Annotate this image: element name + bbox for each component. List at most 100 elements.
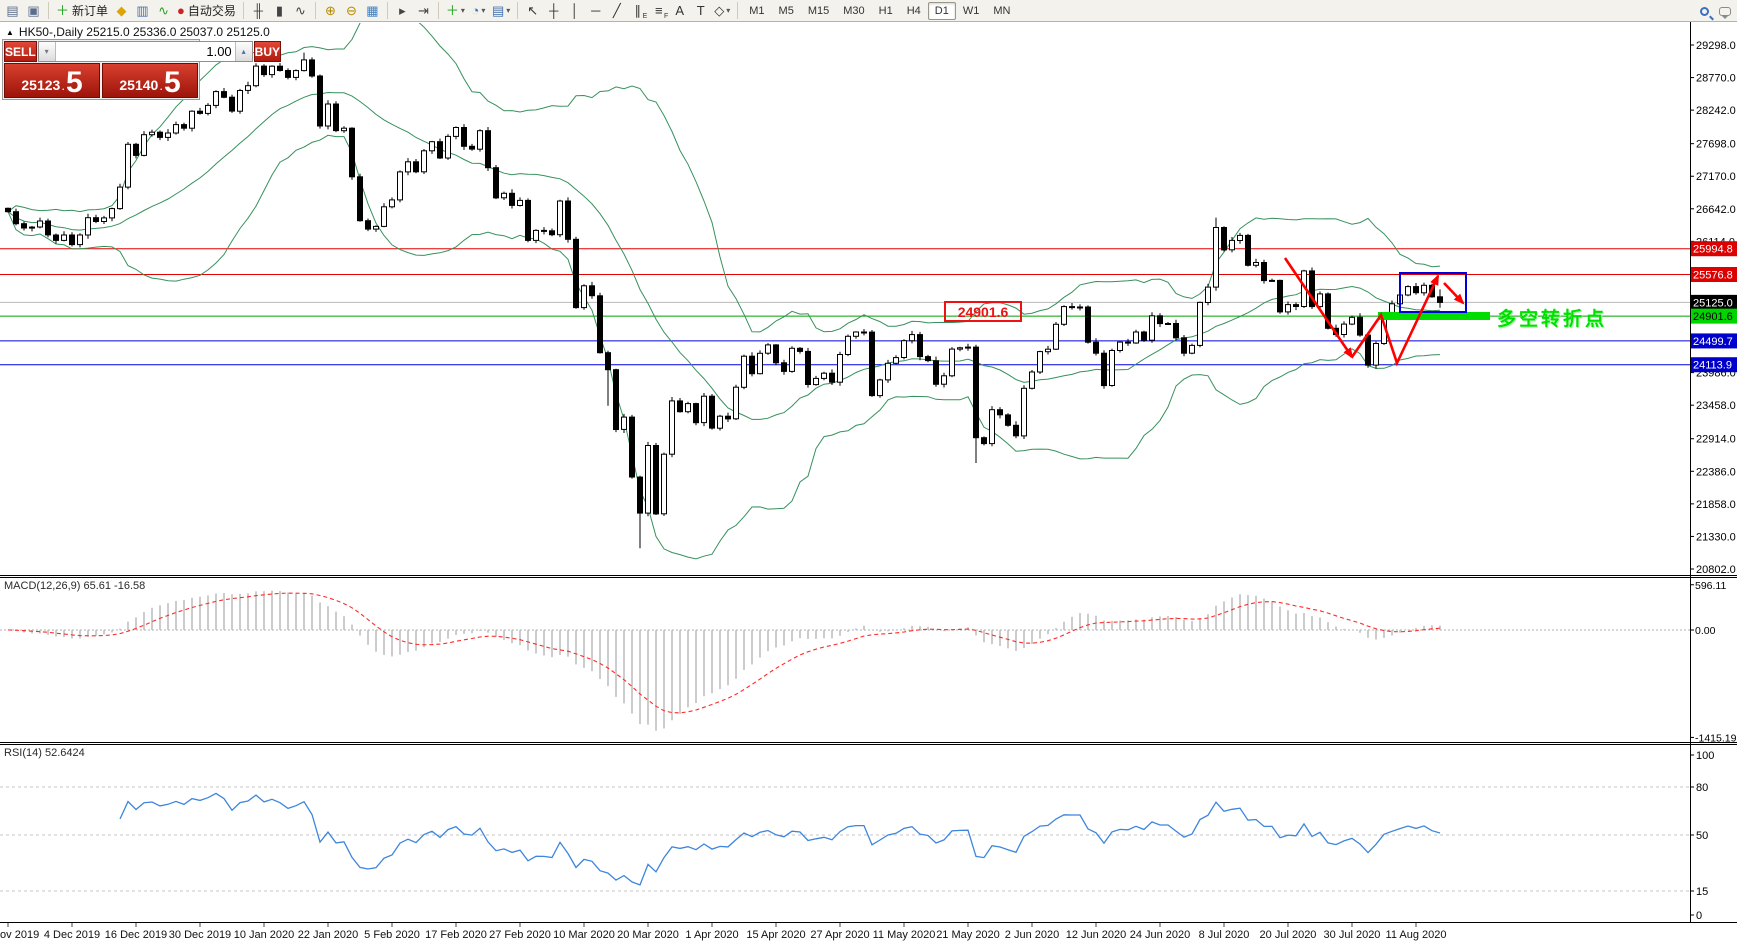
zoom-in-icon: ⊕ — [324, 3, 336, 18]
svg-text:15 Apr 2020: 15 Apr 2020 — [746, 929, 805, 941]
fibonacci-button[interactable]: ≡ F — [648, 1, 669, 20]
tile-windows-button[interactable]: ▦ — [362, 1, 383, 20]
svg-text:80: 80 — [1696, 782, 1708, 794]
new-order-button-label: 新订单 — [72, 4, 109, 18]
svg-text:2 Jun 2020: 2 Jun 2020 — [1005, 929, 1059, 941]
svg-text:25576.8: 25576.8 — [1693, 270, 1733, 282]
metaeditor-icon: ◆ — [116, 3, 127, 18]
buy-price-block[interactable]: 25140. 5 — [102, 63, 198, 98]
sub-letter: F — [663, 13, 669, 20]
svg-text:5 Feb 2020: 5 Feb 2020 — [364, 929, 420, 941]
svg-text:22386.0: 22386.0 — [1696, 466, 1736, 478]
indicators-icon: ＋ — [445, 3, 459, 18]
buy-button[interactable]: BUY — [253, 41, 282, 62]
chart-shift-icon: ⇥ — [417, 3, 429, 18]
market-watch-button[interactable]: ▥ — [132, 1, 153, 20]
chart-shift-button[interactable]: ⇥ — [413, 1, 434, 20]
svg-text:0.00: 0.00 — [1695, 625, 1716, 637]
indicators-button[interactable]: ＋ ▾ — [443, 1, 468, 20]
toolbar-right — [1700, 0, 1731, 22]
svg-text:24901.6: 24901.6 — [1693, 311, 1733, 323]
rsi-label: RSI(14) 52.6424 — [4, 747, 85, 759]
svg-text:21 May 2020: 21 May 2020 — [936, 929, 1000, 941]
volume-decrease-button[interactable]: ▾ — [38, 42, 56, 61]
svg-text:28770.0: 28770.0 — [1696, 73, 1736, 85]
new-order-icon: ＋ — [56, 3, 70, 18]
new-chart-button[interactable]: ▤ — [2, 1, 23, 20]
price-level-annotation[interactable]: 24901.6 — [944, 301, 1022, 322]
zoom-out-icon: ⊖ — [345, 3, 357, 18]
label-button[interactable]: T — [690, 1, 711, 20]
trendline-icon: ╱ — [612, 3, 621, 18]
autotrading-button[interactable]: ● 自动交易 — [174, 1, 239, 20]
signals-button[interactable]: ∿ — [153, 1, 174, 20]
arrows-button[interactable]: ◇ ▾ — [711, 1, 733, 20]
svg-text:0: 0 — [1696, 910, 1702, 922]
turning-point-annotation[interactable]: 多空转折点 — [1497, 309, 1608, 330]
candlestick-chart-button[interactable]: ▮ — [269, 1, 290, 20]
bar-chart-button[interactable]: ╫ — [248, 1, 269, 20]
templates-button[interactable]: ▤ ▾ — [489, 1, 513, 20]
volume-increase-button[interactable]: ▴ — [234, 42, 252, 61]
timeframe-h1-button[interactable]: H1 — [878, 4, 893, 17]
sell-price-block[interactable]: 25123. 5 — [4, 63, 100, 98]
trendline-button[interactable]: ╱ — [606, 1, 627, 20]
metaeditor-button[interactable]: ◆ — [111, 1, 132, 20]
volume-input[interactable] — [55, 42, 235, 61]
chart-annotations[interactable] — [1283, 257, 1490, 367]
svg-text:24499.7: 24499.7 — [1693, 336, 1733, 348]
cursor-button[interactable]: ↖ — [522, 1, 543, 20]
channel-icon: ∥ — [634, 3, 642, 18]
line-chart-icon: ∿ — [294, 3, 306, 18]
timeframe-h4-button[interactable]: H4 — [906, 4, 921, 17]
svg-text:27698.0: 27698.0 — [1696, 139, 1736, 151]
auto-scroll-button[interactable]: ▸ — [392, 1, 413, 20]
auto-scroll-icon: ▸ — [399, 3, 406, 18]
svg-text:16 Dec 2019: 16 Dec 2019 — [105, 929, 167, 941]
svg-text:12 Jun 2020: 12 Jun 2020 — [1066, 929, 1127, 941]
svg-text:4 Dec 2019: 4 Dec 2019 — [44, 929, 100, 941]
zoom-in-button[interactable]: ⊕ — [320, 1, 341, 20]
text-button[interactable]: A — [669, 1, 690, 20]
timeframe-mn-button[interactable]: MN — [993, 4, 1011, 17]
zoom-out-button[interactable]: ⊖ — [341, 1, 362, 20]
chevron-down-icon: ▾ — [460, 6, 465, 15]
timeframe-m5-button[interactable]: M5 — [778, 4, 794, 17]
timeframe-m1-button[interactable]: M1 — [749, 4, 765, 17]
chevron-down-icon: ▾ — [726, 6, 731, 15]
timeframe-d1-button[interactable]: D1 — [927, 1, 956, 20]
bar-chart-icon: ╫ — [253, 3, 264, 18]
svg-text:8 Jul 2020: 8 Jul 2020 — [1199, 929, 1250, 941]
toolbar: ▤ ▣ ＋新订单 ◆ ▥ ∿ ● 自动交易 ╫ ▮ ∿ ⊕ ⊖ ▦ ▸ ⇥ ＋ ▾ ◔ ▾ ▤ ▾ ↖ ┼ │ ─ ╱ ∥ E ≡ F A T ◇… — [0, 0, 1737, 22]
chat-icon[interactable] — [1719, 6, 1731, 19]
channel-button[interactable]: ∥ E — [627, 1, 648, 20]
horizontal-line-button[interactable]: ─ — [585, 1, 606, 20]
svg-text:25994.8: 25994.8 — [1693, 244, 1733, 256]
new-chart-icon: ▤ — [6, 3, 19, 18]
crosshair-button[interactable]: ┼ — [543, 1, 564, 20]
new-order-button[interactable]: ＋新订单 — [53, 1, 111, 20]
timeframe-m15-button[interactable]: M15 — [807, 4, 830, 17]
line-chart-button[interactable]: ∿ — [290, 1, 311, 20]
one-click-panel-toggle[interactable]: ▲ — [6, 27, 14, 37]
buy-price-pip: 5 — [163, 66, 181, 99]
timeframe-m30-button[interactable]: M30 — [843, 4, 865, 17]
horizontal-line-icon: ─ — [591, 3, 601, 18]
trend-zigzag-arrow — [1350, 274, 1440, 367]
arrows-icon: ◇ — [714, 3, 725, 18]
templates-icon: ▤ — [491, 3, 505, 18]
profiles-button[interactable]: ▣ — [23, 1, 44, 20]
buy-price-main: 25140 — [119, 77, 159, 93]
svg-text:22 Jan 2020: 22 Jan 2020 — [298, 929, 359, 941]
svg-text:27170.0: 27170.0 — [1696, 171, 1736, 183]
sell-price-dot: . — [61, 78, 65, 93]
svg-text:596.11: 596.11 — [1695, 580, 1726, 592]
search-icon[interactable] — [1700, 6, 1709, 16]
periods-button[interactable]: ◔ ▾ — [468, 1, 489, 20]
sell-button[interactable]: SELL — [4, 41, 37, 62]
timeframe-w1-button[interactable]: W1 — [962, 4, 980, 17]
trend-zigzag-arrow — [1443, 282, 1465, 305]
vertical-line-button[interactable]: │ — [564, 1, 585, 20]
